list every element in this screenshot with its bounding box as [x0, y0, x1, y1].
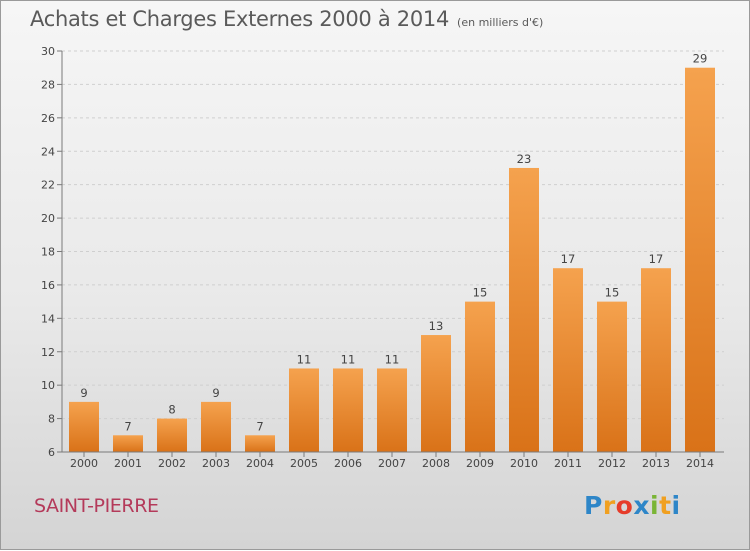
bar-2011 [553, 268, 583, 452]
logo-letter: x [633, 491, 650, 520]
y-tick-label: 10 [41, 379, 55, 392]
x-tick-label: 2001 [114, 457, 142, 470]
y-tick-label: 22 [41, 179, 55, 192]
bar-value-label: 9 [80, 386, 87, 400]
bar-value-label: 9 [212, 386, 219, 400]
x-tick-label: 2006 [334, 457, 362, 470]
logo-letter: i [650, 491, 660, 520]
logo-letter: o [615, 491, 634, 520]
y-tick-label: 20 [41, 212, 55, 225]
bar-value-label: 11 [385, 352, 400, 366]
logo-letter: P [584, 491, 603, 520]
bar-2004 [245, 435, 275, 452]
bar-2001 [113, 435, 143, 452]
proxiti-logo: Proxiti [584, 491, 681, 520]
x-tick-label: 2013 [642, 457, 670, 470]
logo-letter: t [659, 491, 672, 520]
bar-2013 [641, 268, 671, 452]
y-tick-label: 8 [48, 413, 55, 426]
y-tick-label: 24 [41, 145, 55, 158]
chart-unit: (en milliers d'€) [457, 16, 544, 29]
bar-2002 [157, 418, 187, 452]
chart-title: Achats et Charges Externes 2000 à 2014 [30, 7, 450, 31]
bar-value-label: 15 [605, 286, 620, 300]
x-tick-label: 2002 [158, 457, 186, 470]
bar-value-label: 23 [517, 152, 532, 166]
bar-value-label: 17 [561, 252, 576, 266]
bar-2012 [597, 301, 627, 452]
bar-value-label: 8 [168, 403, 175, 417]
logo-letter: i [671, 491, 681, 520]
bars: 9 7 8 9 7 11 11 11 13 15 23 17 15 17 29 [69, 52, 715, 453]
bar-2005 [289, 368, 319, 452]
bar-2003 [201, 401, 231, 452]
x-tick-label: 2014 [686, 457, 714, 470]
y-tick-label: 26 [41, 112, 55, 125]
y-tick-label: 6 [48, 446, 55, 459]
bar-2007 [377, 368, 407, 452]
x-tick-label: 2003 [202, 457, 230, 470]
x-tick-label: 2007 [378, 457, 406, 470]
y-tick-label: 28 [41, 78, 55, 91]
bar-value-label: 7 [124, 419, 131, 433]
y-tick-label: 30 [41, 45, 55, 58]
bar-2000 [69, 401, 99, 452]
x-tick-label: 2012 [598, 457, 626, 470]
x-tick-label: 2005 [290, 457, 318, 470]
bar-2009 [465, 301, 495, 452]
x-axis-ticks: 2000 2001 2002 2003 2004 2005 2006 2007 2008 2009… [70, 452, 714, 470]
bar-2008 [421, 335, 451, 452]
bar-value-label: 7 [256, 419, 263, 433]
y-tick-label: 16 [41, 279, 55, 292]
x-tick-label: 2008 [422, 457, 450, 470]
chart-title-block: Achats et Charges Externes 2000 à 2014 (e… [30, 7, 543, 31]
bar-value-label: 29 [693, 52, 708, 66]
x-tick-label: 2011 [554, 457, 582, 470]
y-tick-label: 12 [41, 346, 55, 359]
bar-2010 [509, 167, 539, 453]
logo-letter: r [602, 491, 616, 520]
bar-value-label: 17 [649, 252, 664, 266]
bar-2006 [333, 368, 363, 452]
y-tick-label: 18 [41, 246, 55, 259]
bar-value-label: 15 [473, 286, 488, 300]
x-tick-label: 2009 [466, 457, 494, 470]
bar-value-label: 11 [341, 352, 356, 366]
bar-value-label: 13 [429, 319, 444, 333]
x-tick-label: 2010 [510, 457, 538, 470]
x-tick-label: 2004 [246, 457, 274, 470]
town-label: SAINT-PIERRE [34, 495, 159, 517]
y-axis-ticks: 6 8 10 12 14 16 18 20 22 24 26 28 30 [41, 45, 62, 459]
x-tick-label: 2000 [70, 457, 98, 470]
y-tick-label: 14 [41, 312, 55, 325]
bar-value-label: 11 [297, 352, 312, 366]
bar-2014 [685, 67, 715, 452]
